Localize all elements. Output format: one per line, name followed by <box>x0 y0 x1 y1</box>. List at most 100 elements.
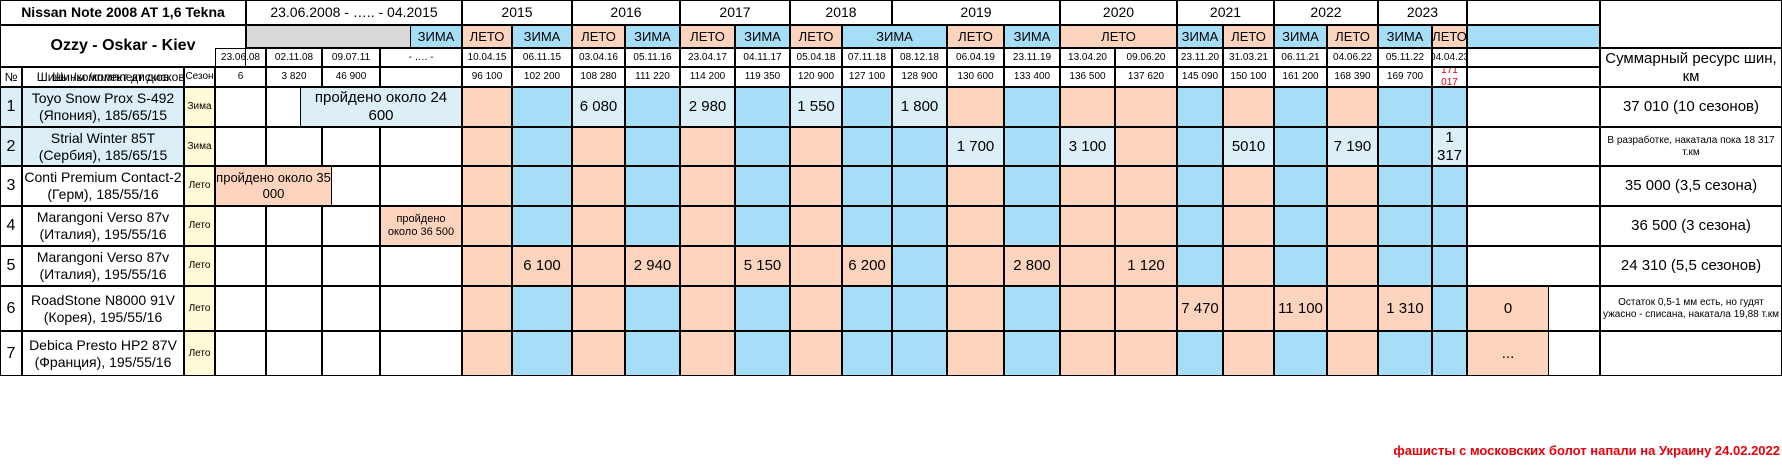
period-cell <box>842 127 892 166</box>
note-cell: пройдено около 24 600 <box>300 87 462 127</box>
period-cell <box>1327 246 1378 286</box>
season-value: 1 317 <box>1432 127 1467 166</box>
period-cell <box>842 166 892 206</box>
season-value: 1 700 <box>947 127 1004 166</box>
period-cell <box>1177 127 1223 166</box>
date-cell: 23.11.19 <box>1004 48 1060 67</box>
year-2019: 2019 <box>892 0 1060 25</box>
season-value: 1 800 <box>892 87 947 127</box>
blank <box>1467 246 1600 286</box>
odometer-cell: 133 400 <box>1004 67 1060 87</box>
total-cell: 35 000 (3,5 сезона) <box>1600 166 1782 206</box>
period-cell <box>1177 206 1223 246</box>
season-value: 7 190 <box>1327 127 1378 166</box>
odometer-cell: 127 100 <box>842 67 892 87</box>
period-cell <box>680 127 735 166</box>
period-cell <box>947 166 1004 206</box>
blank <box>322 206 380 246</box>
period-cell <box>462 87 512 127</box>
period-cell <box>1327 286 1378 331</box>
period-cell <box>625 87 680 127</box>
blank <box>215 87 266 127</box>
period-cell <box>1223 286 1274 331</box>
period-cell <box>1432 87 1467 127</box>
period-cell <box>1274 166 1327 206</box>
row-number: 5 <box>0 246 22 286</box>
period-cell <box>625 206 680 246</box>
date-cell: 23.11.20 <box>1177 48 1223 67</box>
period-cell <box>1004 206 1060 246</box>
date-cell: 05.11.22 <box>1378 48 1432 67</box>
period-cell <box>1060 87 1115 127</box>
period-cell <box>1378 127 1432 166</box>
period-cell <box>1274 127 1327 166</box>
odometer-cell: 114 200 <box>680 67 735 87</box>
season-value: 3 100 <box>1060 127 1115 166</box>
odometer-cell: 102 200 <box>512 67 572 87</box>
period-cell <box>947 87 1004 127</box>
period-cell <box>1177 331 1223 376</box>
period-cell <box>572 127 625 166</box>
blank <box>266 206 322 246</box>
period-cell <box>1327 166 1378 206</box>
period-cell <box>1004 127 1060 166</box>
blank <box>1467 166 1600 206</box>
period-cell <box>735 127 790 166</box>
period-cell <box>1274 246 1327 286</box>
odometer-cell: 119 350 <box>735 67 790 87</box>
period-cell <box>680 286 735 331</box>
season-header-zima: ЗИМА <box>512 25 572 48</box>
period-cell <box>1004 331 1060 376</box>
season-header-zima: ЗИМА <box>735 25 790 48</box>
date-cell: 10.04.15 <box>462 48 512 67</box>
blank <box>1467 206 1600 246</box>
period-cell <box>790 166 842 206</box>
season-header-leto: ЛЕТО <box>680 25 735 48</box>
blank <box>380 286 462 331</box>
odometer-cell: 171 017 <box>1432 67 1467 87</box>
total-cell: В разработке, накатала пока 18 317 т.км <box>1600 127 1782 166</box>
tire-name: Debica Presto HP2 87V (Франция), 195/55/… <box>22 331 184 376</box>
odometer-cell: 136 500 <box>1060 67 1115 87</box>
season-value: 5010 <box>1223 127 1274 166</box>
period-cell <box>680 206 735 246</box>
empty-header <box>1467 0 1600 25</box>
period-cell <box>1378 206 1432 246</box>
odometer-cell: 6 <box>215 67 266 87</box>
season-cell: Лето <box>184 331 215 376</box>
period-cell <box>572 206 625 246</box>
period-cell <box>1004 286 1060 331</box>
period-cell <box>1274 331 1327 376</box>
odometer-cell: 111 220 <box>625 67 680 87</box>
period-cell <box>1060 206 1115 246</box>
tire-name: Marangoni Verso 87v (Италия), 195/55/16 <box>22 206 184 246</box>
odometer-cell: 120 900 <box>790 67 842 87</box>
period-cell <box>1115 206 1177 246</box>
period-cell <box>512 206 572 246</box>
blank <box>215 206 266 246</box>
blank <box>266 127 322 166</box>
date-cell: 31.03.21 <box>1223 48 1274 67</box>
period-cell <box>790 206 842 246</box>
season-cell: Зима <box>184 87 215 127</box>
season-value: 6 080 <box>572 87 625 127</box>
period-cell <box>735 206 790 246</box>
period-cell <box>1177 166 1223 206</box>
period-cell <box>1115 331 1177 376</box>
date-cell: 04.06.22 <box>1327 48 1378 67</box>
period-cell <box>572 166 625 206</box>
period-cell <box>735 286 790 331</box>
total-header: Суммарный ресурс шин, км <box>1600 48 1782 87</box>
date-cell: 05.11.16 <box>625 48 680 67</box>
period-cell <box>1432 246 1467 286</box>
period-cell <box>790 331 842 376</box>
blank <box>1467 87 1600 127</box>
odometer-cell: 168 390 <box>1327 67 1378 87</box>
period-cell <box>947 246 1004 286</box>
season-cell: Лето <box>184 206 215 246</box>
period-cell <box>1378 246 1432 286</box>
total-cell: 24 310 (5,5 сезонов) <box>1600 246 1782 286</box>
blank <box>1467 48 1600 67</box>
season-value: 2 940 <box>625 246 680 286</box>
season-header-leto: ЛЕТО <box>790 25 842 48</box>
